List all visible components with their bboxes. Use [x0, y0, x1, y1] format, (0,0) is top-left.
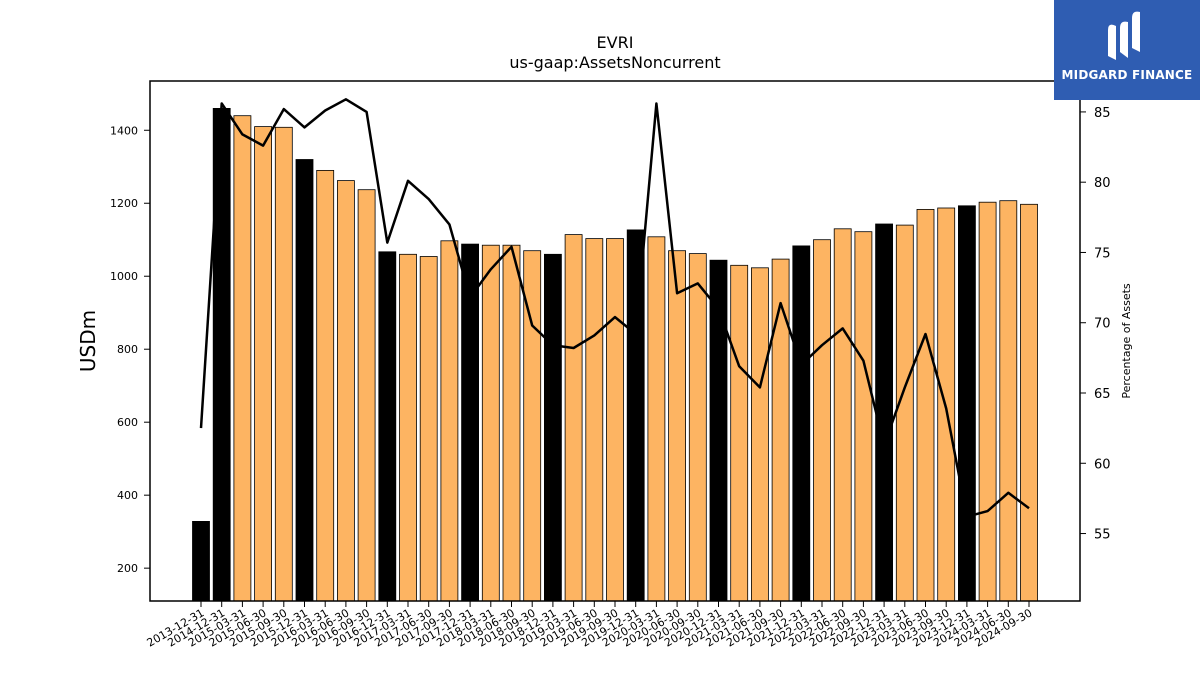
bar [440, 240, 459, 602]
y2-tick-label: 80 [1094, 176, 1111, 191]
y-tick-label: 600 [117, 416, 138, 429]
y-tick-label: 400 [117, 489, 138, 502]
bar [295, 159, 314, 602]
bar [875, 223, 893, 602]
bar [978, 201, 997, 602]
bar [585, 238, 604, 602]
bar [254, 126, 273, 602]
y-tick-label: 1200 [110, 197, 138, 210]
midgard-logo-icon [1108, 11, 1140, 61]
y2-tick-label: 60 [1094, 457, 1111, 472]
logo-text: MIDGARD FINANCE [1061, 68, 1193, 82]
bars-group [192, 108, 1038, 602]
y-axis-right: 55 60 65 70 75 80 85 [1080, 106, 1111, 543]
y2-tick-label: 55 [1094, 528, 1111, 543]
bar [192, 521, 210, 602]
y2-tick-label: 65 [1094, 387, 1111, 402]
bar [668, 250, 686, 602]
y-tick-label: 800 [117, 343, 138, 356]
bar [564, 234, 583, 602]
bar [813, 239, 831, 602]
y-axis-label: USDm [76, 310, 100, 372]
bar [854, 231, 873, 602]
bar [999, 200, 1018, 602]
y-tick-label: 200 [117, 562, 138, 575]
bar [771, 258, 790, 602]
bar [378, 251, 397, 602]
bar [730, 264, 749, 602]
bar [606, 238, 624, 602]
bar [357, 189, 376, 602]
line-group [199, 98, 1030, 518]
y2-tick-label: 75 [1094, 246, 1111, 261]
bar [833, 228, 852, 602]
bar [502, 244, 521, 602]
bar [399, 253, 417, 602]
bar [958, 205, 976, 602]
bar [233, 115, 252, 602]
bar [792, 245, 811, 602]
bar [316, 169, 335, 602]
bar [647, 236, 666, 602]
y-axis-left: 200 400 600 800 1000 1200 1400 [110, 124, 150, 575]
bar [336, 180, 355, 602]
bar [544, 253, 562, 602]
chart-subtitle: us-gaap:AssetsNoncurrent [509, 53, 720, 72]
bar [1020, 203, 1038, 602]
y2-axis-label: Percentage of Assets [1120, 283, 1133, 399]
bar [274, 126, 293, 602]
bar [481, 244, 500, 602]
bar [916, 208, 935, 602]
y2-tick-label: 85 [1094, 106, 1111, 121]
y2-tick-label: 70 [1094, 317, 1111, 332]
bar [419, 256, 438, 602]
chart-title: EVRI [597, 33, 634, 52]
y-tick-label: 1400 [110, 124, 138, 137]
bar [688, 253, 707, 602]
percentage-line [199, 98, 1030, 518]
bar [895, 224, 914, 602]
midgard-finance-logo: MIDGARD FINANCE [1054, 0, 1200, 100]
y-tick-label: 1000 [110, 270, 138, 283]
bar [626, 229, 645, 602]
bar [751, 267, 769, 602]
x-axis: 2013-12-312014-12-312015-03-312015-06-30… [145, 601, 1035, 650]
